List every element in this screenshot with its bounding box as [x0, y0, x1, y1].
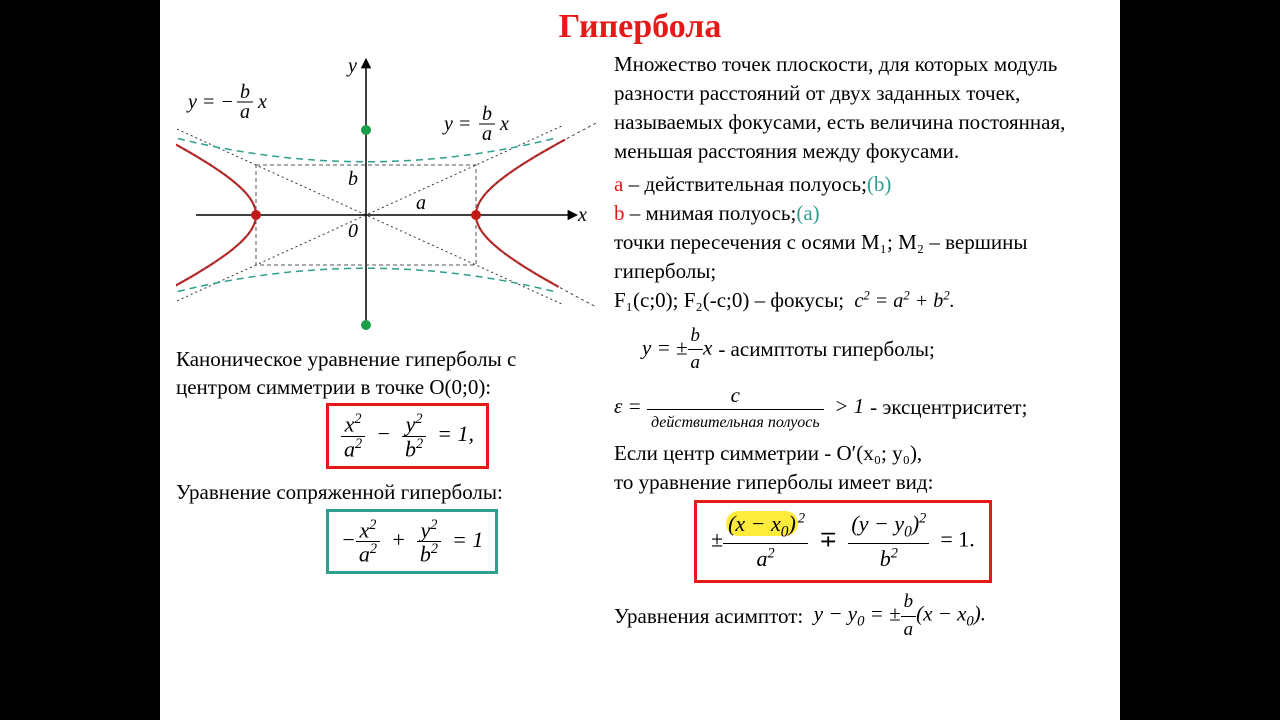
content-columns: yx0aby = −baxy = bax Каноническое уравне…: [176, 50, 1104, 647]
svg-text:b: b: [482, 103, 492, 125]
svg-text:y =: y =: [442, 113, 471, 135]
left-column: yx0aby = −baxy = bax Каноническое уравне…: [176, 50, 596, 647]
svg-text:x: x: [499, 113, 509, 135]
hyperbola-graph: yx0aby = −baxy = bax: [176, 50, 596, 340]
canonical-caption: Каноническое уравнение гиперболы с центр…: [176, 346, 596, 401]
svg-text:y: y: [346, 55, 357, 77]
svg-text:a: a: [416, 192, 426, 214]
b-semiaxis-line: b – мнимая полуось;(a): [614, 199, 1104, 228]
svg-text:x: x: [257, 91, 267, 113]
shifted-formula-box: ±(x − x0)2a2 ∓ (y − y0)2b2 = 1.: [694, 500, 992, 583]
svg-text:x: x: [577, 204, 587, 226]
foci-line: F₁(c;0); F₂(-c;0) – фокусы; c2 = a2 + b2…: [614, 286, 1104, 316]
canonical-formula-box: x2a2 − y2b2 = 1,: [326, 403, 489, 469]
svg-text:a: a: [240, 101, 250, 123]
vertices-line: точки пересечения с осями M₁; M₂ – верши…: [614, 228, 1104, 286]
conjugate-caption: Уравнение сопряженной гиперболы:: [176, 479, 596, 507]
asymptote-shifted: Уравнения асимптот: y − y0 = ±ba(x − x0)…: [614, 589, 1104, 642]
asymptote-equation: y = ±bax - асимптоты гиперболы;: [614, 323, 1104, 376]
conjugate-formula-box: −x2a2 + y2b2 = 1: [326, 509, 498, 575]
shifted-intro-2: то уравнение гиперболы имеет вид:: [614, 468, 1104, 497]
svg-text:b: b: [240, 81, 250, 103]
svg-text:0: 0: [348, 220, 358, 242]
svg-text:y = −: y = −: [186, 91, 234, 113]
shifted-intro-1: Если центр симметрии - O′(x₀; y₀),: [614, 439, 1104, 468]
a-semiaxis-line: a – действительная полуось;(b): [614, 170, 1104, 199]
svg-text:a: a: [482, 123, 492, 145]
right-column: Множество точек плоскости, для которых м…: [614, 50, 1104, 647]
definition-text: Множество точек плоскости, для которых м…: [614, 50, 1104, 166]
graph-svg: yx0aby = −baxy = bax: [176, 50, 596, 340]
svg-text:b: b: [348, 168, 358, 190]
slide: Гипербола yx0aby = −baxy = bax Каноничес…: [160, 0, 1120, 720]
eccentricity-equation: ε = cдействительная полуось > 1 - эксцен…: [614, 381, 1104, 435]
slide-title: Гипербола: [176, 8, 1104, 46]
